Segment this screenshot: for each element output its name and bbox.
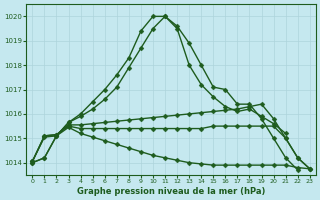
X-axis label: Graphe pression niveau de la mer (hPa): Graphe pression niveau de la mer (hPa): [77, 187, 265, 196]
